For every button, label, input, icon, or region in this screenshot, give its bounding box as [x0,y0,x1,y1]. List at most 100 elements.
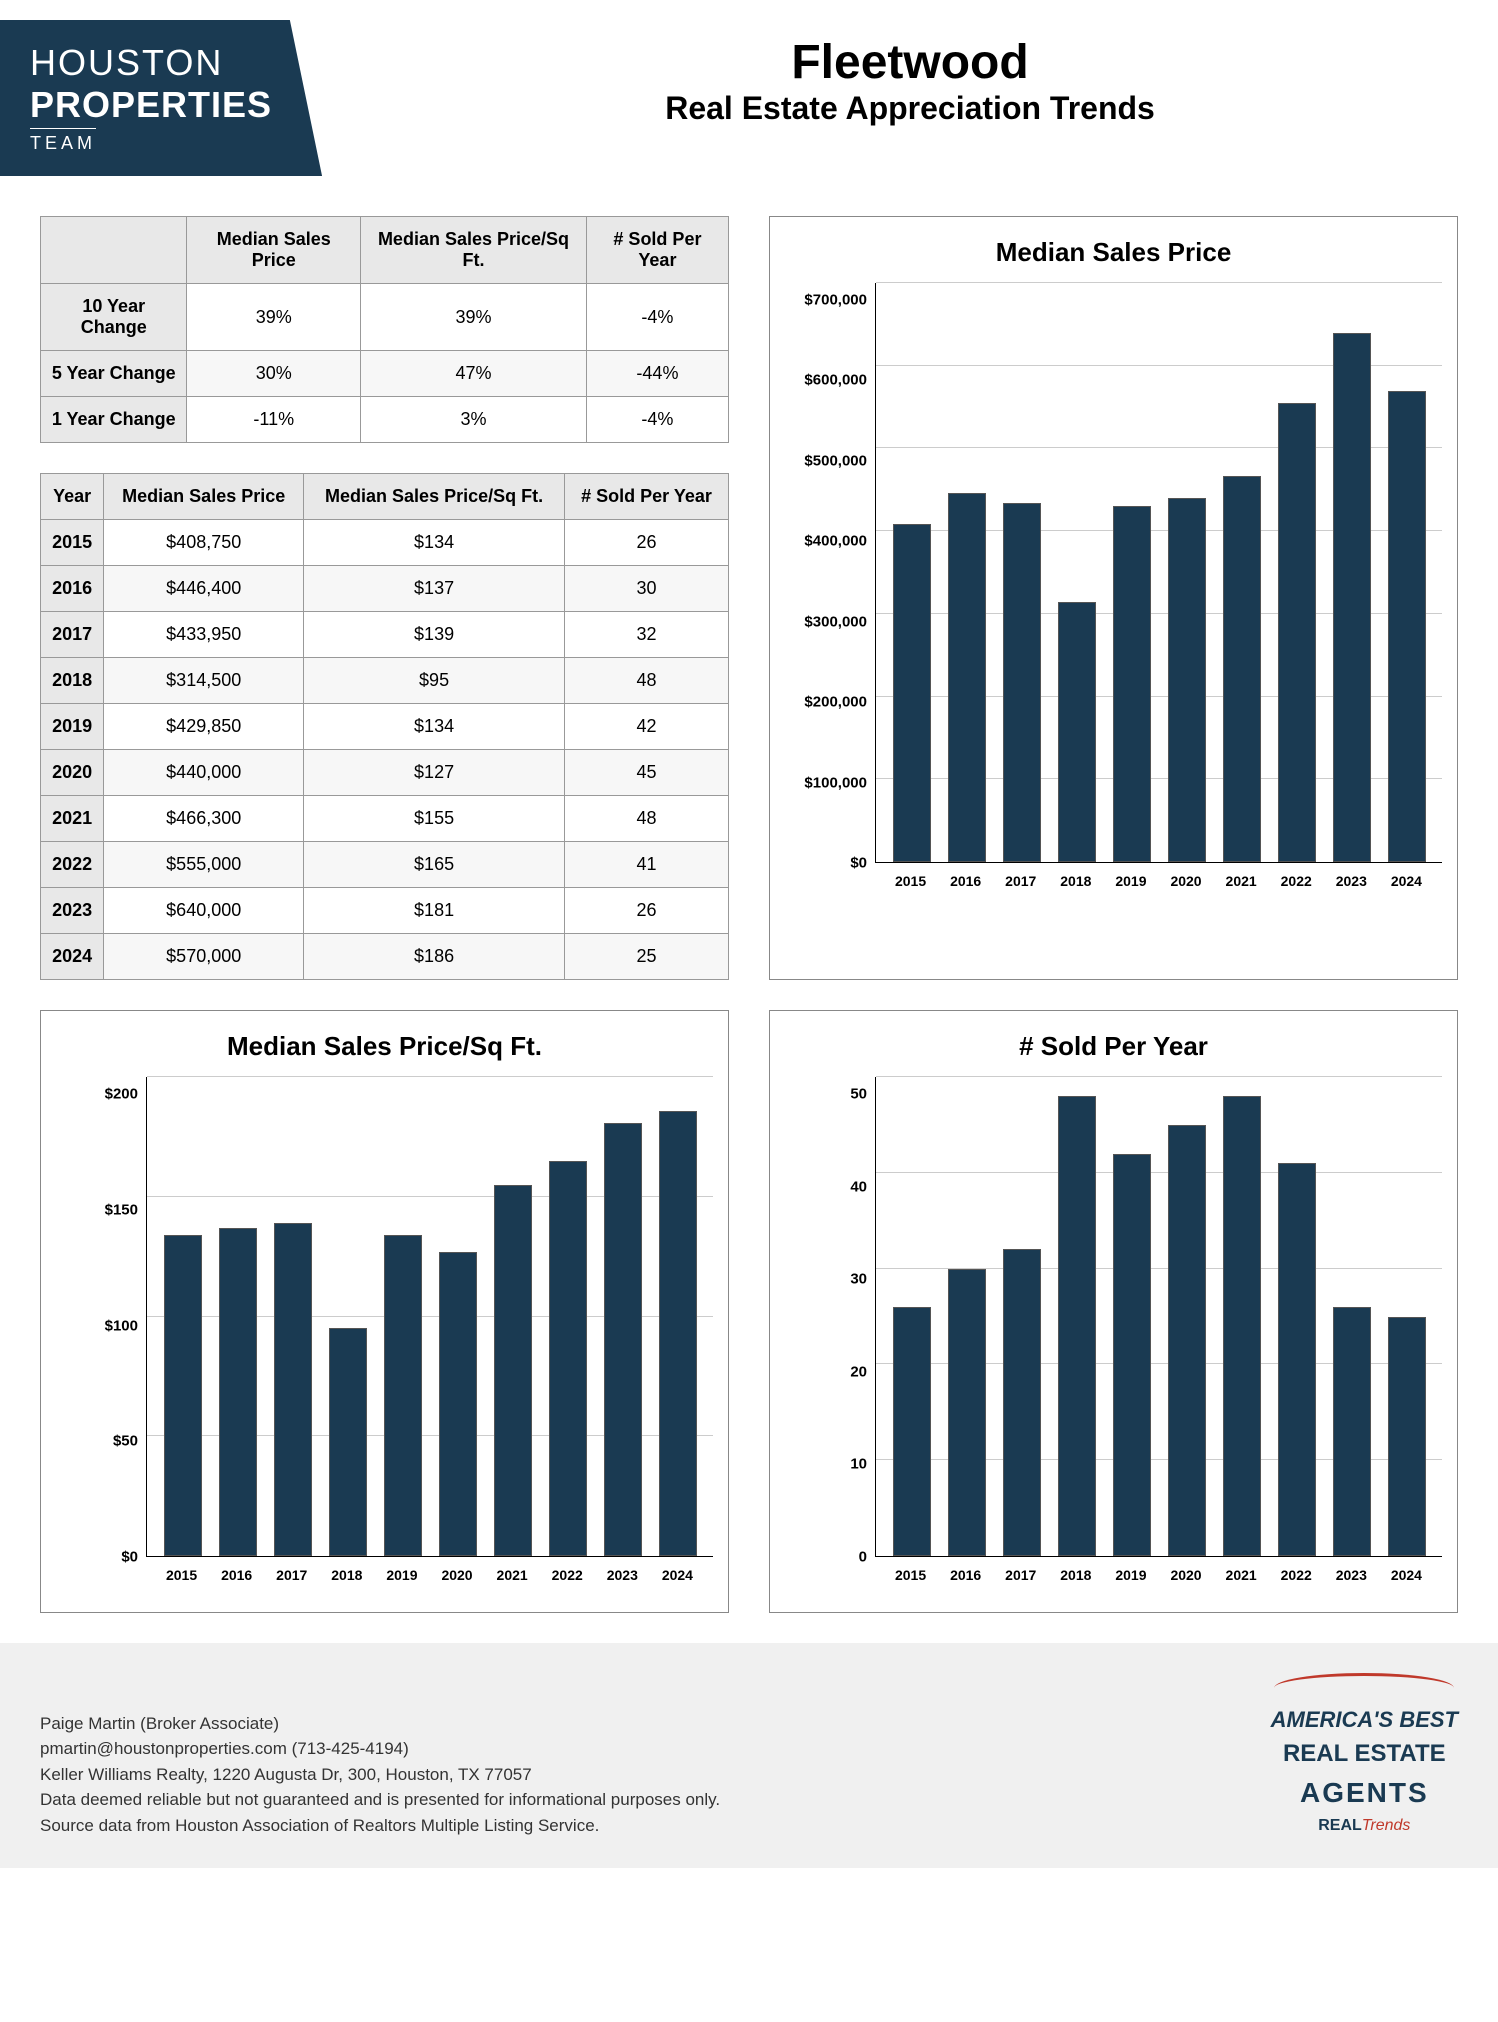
bars [876,1077,1442,1556]
table-row: 2023$640,000$18126 [41,888,729,934]
table-row: 2019$429,850$13442 [41,704,729,750]
chart-title: # Sold Per Year [785,1031,1442,1062]
bar [1003,503,1041,862]
bar [274,1223,312,1556]
table-row: 2022$555,000$16541 [41,842,729,888]
x-tick-label: 2019 [1112,1557,1150,1597]
bar [1388,1317,1426,1557]
x-axis: 2015201620172018201920202021202220232024 [146,1557,713,1597]
y-tick-label: $50 [56,1433,138,1450]
table-cell: -4% [586,284,728,351]
table-cell: $433,950 [104,612,304,658]
table-header: Year [41,474,104,520]
table-row: 2017$433,950$13932 [41,612,729,658]
table-cell: $640,000 [104,888,304,934]
table-cell: $440,000 [104,750,304,796]
table-cell: $127 [304,750,565,796]
table-cell: -11% [187,397,361,443]
table-header [41,217,187,284]
bars [876,283,1442,862]
y-tick-label: $600,000 [785,372,867,389]
bar [1333,333,1371,862]
x-tick-label: 2022 [1277,863,1315,903]
table-cell: $134 [304,704,565,750]
logo: HOUSTON PROPERTIES TEAM [0,20,322,176]
bar [1168,498,1206,862]
x-tick-label: 2019 [383,1557,421,1597]
x-tick-label: 2018 [1057,863,1095,903]
x-tick-label: 2015 [892,1557,930,1597]
chart-title: Median Sales Price [785,237,1442,268]
logo-line3: TEAM [30,128,96,154]
table-row: 5 Year Change30%47%-44% [41,351,729,397]
table-row: 2020$440,000$12745 [41,750,729,796]
x-tick-label: 2018 [328,1557,366,1597]
table-row-label: 5 Year Change [41,351,187,397]
table-row-label: 1 Year Change [41,397,187,443]
table-cell: $429,850 [104,704,304,750]
y-tick-label: $300,000 [785,613,867,630]
y-tick-label: $200 [56,1086,138,1103]
table-cell: 41 [565,842,729,888]
x-tick-label: 2017 [273,1557,311,1597]
bar [1278,1163,1316,1556]
y-tick-label: 30 [785,1271,867,1288]
x-tick-label: 2017 [1002,1557,1040,1597]
y-tick-label: $500,000 [785,452,867,469]
x-tick-label: 2022 [1277,1557,1315,1597]
bar [948,493,986,862]
table-cell: -44% [586,351,728,397]
plot-area [875,283,1442,863]
table-cell: 39% [187,284,361,351]
bar [1333,1307,1371,1556]
table-cell: $186 [304,934,565,980]
y-axis: 01020304050 [785,1077,875,1597]
bar [1058,602,1096,862]
table-header: Median Sales Price [187,217,361,284]
x-tick-label: 2016 [947,863,985,903]
y-tick-label: $700,000 [785,292,867,309]
table-cell: $555,000 [104,842,304,888]
footer-line: pmartin@houstonproperties.com (713-425-4… [40,1736,720,1762]
bar [329,1328,367,1556]
y-tick-label: $100,000 [785,774,867,791]
x-tick-label: 2020 [1167,863,1205,903]
table-cell: $466,300 [104,796,304,842]
x-tick-label: 2017 [1002,863,1040,903]
table-header: Median Sales Price/Sq Ft. [304,474,565,520]
bar [439,1252,477,1556]
badge-swoosh-icon [1274,1673,1454,1703]
table-row-label: 2023 [41,888,104,934]
x-tick-label: 2019 [1112,863,1150,903]
footer: Paige Martin (Broker Associate) pmartin@… [0,1643,1498,1868]
table-cell: $134 [304,520,565,566]
yearly-table: YearMedian Sales PriceMedian Sales Price… [40,473,729,980]
table-cell: 26 [565,520,729,566]
table-cell: $137 [304,566,565,612]
bar [1223,1096,1261,1556]
page-subtitle: Real Estate Appreciation Trends [362,90,1458,127]
table-cell: $165 [304,842,565,888]
bar [948,1269,986,1556]
footer-line: Keller Williams Realty, 1220 Augusta Dr,… [40,1762,720,1788]
x-tick-label: 2021 [1222,1557,1260,1597]
x-tick-label: 2016 [947,1557,985,1597]
table-cell: 25 [565,934,729,980]
page-title: Fleetwood [362,35,1458,90]
table-row: 10 Year Change39%39%-4% [41,284,729,351]
table-header: # Sold Per Year [586,217,728,284]
table-cell: $95 [304,658,565,704]
table-cell: 30% [187,351,361,397]
chart-title: Median Sales Price/Sq Ft. [56,1031,713,1062]
bar [1113,506,1151,862]
table-cell: $314,500 [104,658,304,704]
badge-line: AGENTS [1271,1772,1458,1814]
x-tick-label: 2021 [493,1557,531,1597]
table-cell: $139 [304,612,565,658]
bar [494,1185,532,1556]
y-tick-label: 50 [785,1086,867,1103]
table-row-label: 2022 [41,842,104,888]
y-tick-label: $150 [56,1201,138,1218]
table-row-label: 2021 [41,796,104,842]
logo-line1: HOUSTON [30,42,272,84]
